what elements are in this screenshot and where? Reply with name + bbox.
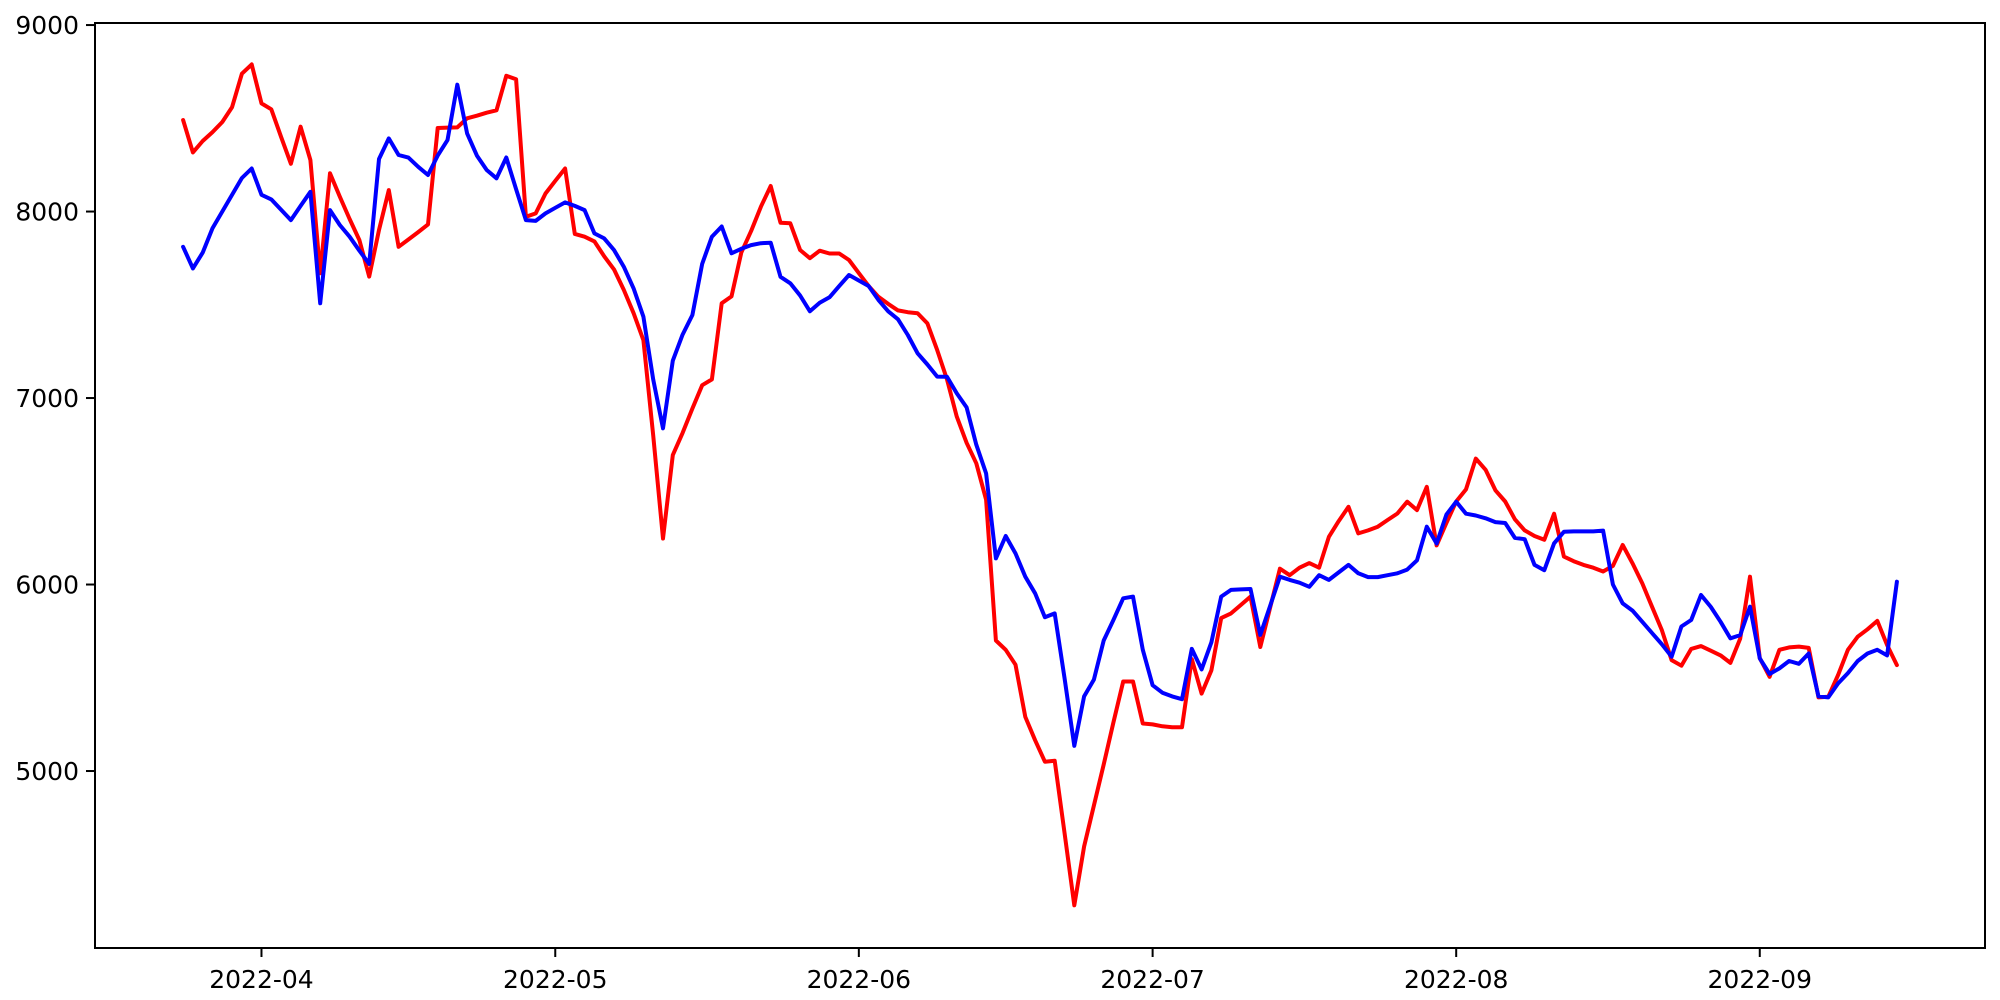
y-tick-label-8000: 8000 [15, 198, 79, 227]
y-tick-label-7000: 7000 [15, 384, 79, 413]
y-tick-label-5000: 5000 [15, 757, 79, 786]
x-tick-label-2022-05: 2022-05 [503, 965, 607, 994]
x-tick-label-2022-07: 2022-07 [1100, 965, 1204, 994]
x-tick-label-2022-04: 2022-04 [209, 965, 313, 994]
series-group [181, 62, 1899, 908]
plot-border [94, 22, 1986, 949]
x-tick-label-2022-06: 2022-06 [807, 965, 911, 994]
y-tick-label-9000: 9000 [15, 11, 79, 40]
y-tick-label-6000: 6000 [15, 571, 79, 600]
blue-line [181, 82, 1899, 748]
x-tick-label-2022-09: 2022-09 [1708, 965, 1812, 994]
x-tick-label-2022-08: 2022-08 [1404, 965, 1508, 994]
x-axis-ticks: 2022-04 2022-05 2022-06 2022-07 2022-08 2022-… [209, 948, 1812, 994]
y-axis-ticks: 5000 6000 7000 8000 9000 [15, 11, 95, 786]
